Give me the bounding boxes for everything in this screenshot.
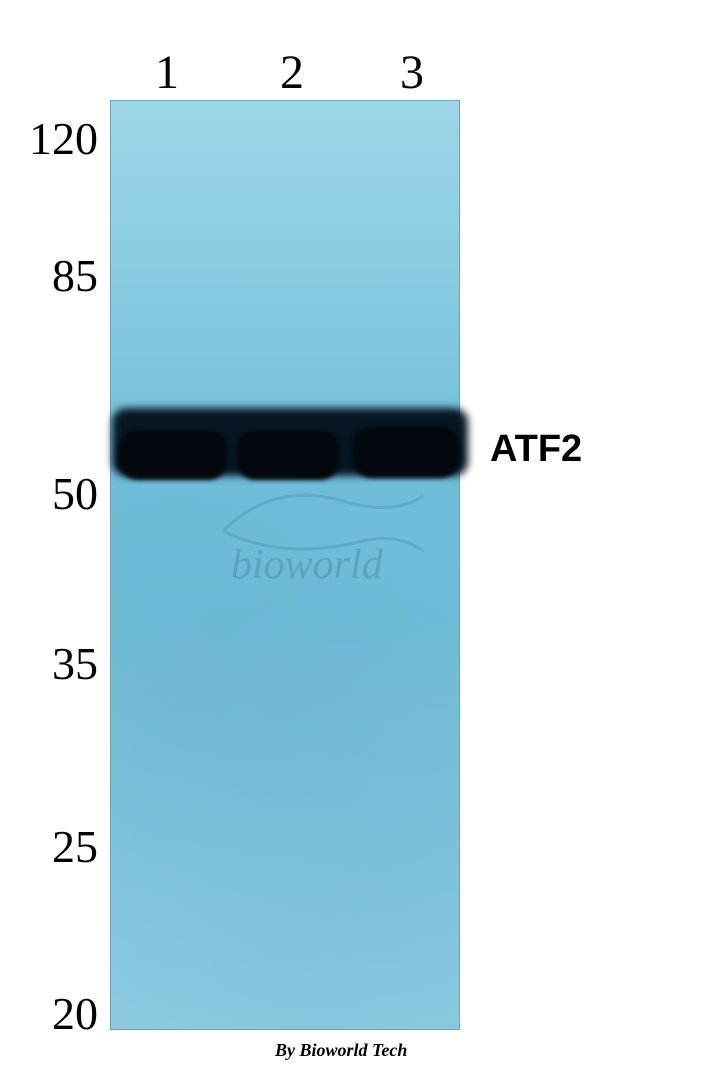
blot-membrane: bioworld — [110, 100, 460, 1030]
mw-marker-35: 35 — [0, 637, 98, 690]
lane-label-2: 2 — [280, 45, 304, 100]
lane-label-1: 1 — [155, 45, 179, 100]
protein-band-1 — [118, 430, 228, 480]
watermark-text: bioworld — [231, 541, 383, 589]
protein-band-3 — [352, 426, 460, 478]
mw-marker-120: 120 — [0, 112, 98, 165]
western-blot-figure: bioworld 1 2 3 120 85 50 35 25 20 ATF2 B… — [0, 0, 721, 1072]
mw-marker-25: 25 — [0, 820, 98, 873]
credit-text: By Bioworld Tech — [275, 1040, 407, 1061]
lane-label-3: 3 — [400, 45, 424, 100]
mw-marker-50: 50 — [0, 467, 98, 520]
mw-marker-20: 20 — [0, 987, 98, 1040]
protein-band-label: ATF2 — [490, 428, 582, 471]
protein-band-2 — [236, 430, 340, 480]
mw-marker-85: 85 — [0, 249, 98, 302]
